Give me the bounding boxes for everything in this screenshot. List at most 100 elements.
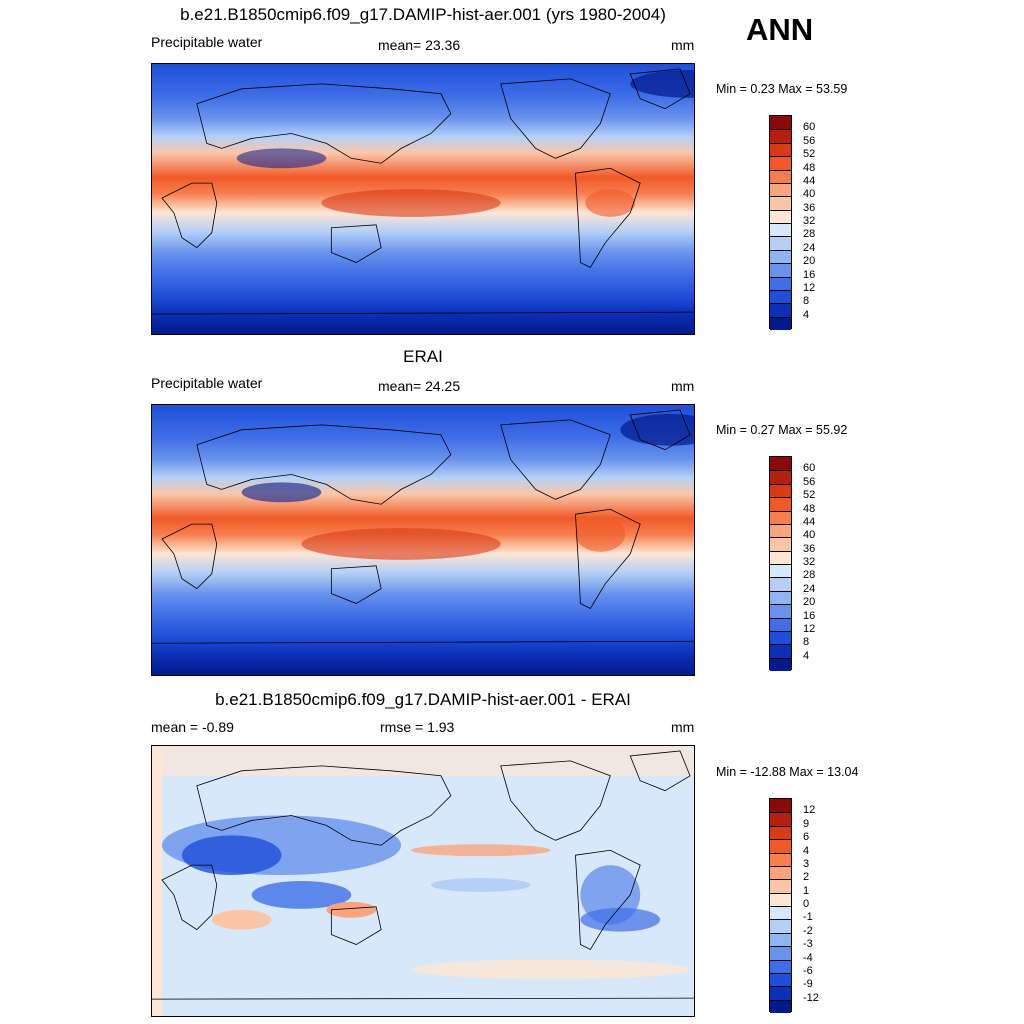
panel3-mean-label: mean = -0.89 [151,719,234,735]
colorbar-segment [770,825,791,840]
colorbar-segment [770,470,791,484]
colorbar-tick-label: 2 [803,871,810,884]
colorbar-segment [770,457,791,471]
colorbar-tick-label: 56 [803,475,816,488]
panel1-units: mm [671,37,695,53]
colorbar-tick-label: 24 [803,241,816,254]
colorbar-tick-label: 12 [803,281,816,294]
colorbar-segment [770,550,791,564]
colorbar-tick-label: 48 [803,502,816,515]
colorbar-tick-label: 52 [803,148,816,161]
colorbar-segment [770,919,791,933]
colorbar-tick-label: 12 [803,622,816,635]
colorbar-tick-label: 52 [803,489,816,502]
colorbar-tick-label: 1 [803,884,810,897]
colorbar-segment [770,879,791,893]
colorbar-segment [770,537,791,551]
colorbar-tick-label: 40 [803,529,816,542]
colorbar-tick-label: -12 [803,991,819,1004]
colorbar-segment [770,564,791,578]
colorbar-segment [770,906,791,920]
panel2-variable-label: Precipitable water [151,375,263,391]
colorbar-tick-label: 9 [803,817,810,830]
colorbar-segment [770,812,791,826]
colorbar-segment [770,169,791,183]
colorbar-tick-label: 56 [803,134,816,147]
panel1-colorbar [769,115,792,330]
colorbar-segment [770,852,791,866]
panel1-minmax: Min = 0.23 Max = 53.59 [716,82,848,96]
colorbar-segment [770,932,791,947]
colorbar-segment [770,630,791,645]
colorbar-segment [770,276,791,290]
colorbar-segment [770,839,791,853]
colorbar-segment [770,116,791,130]
colorbar-segment [770,303,791,317]
panel3-colorbar [769,798,792,1013]
colorbar-segment [770,657,791,671]
panel2-mean-label: mean= 24.25 [378,378,461,394]
colorbar-segment [770,129,791,143]
colorbar-segment [770,223,791,237]
colorbar-tick-label: 3 [803,857,810,870]
colorbar-segment [770,644,791,658]
colorbar-tick-label: 44 [803,515,816,528]
panel1-mean-label: mean= 23.36 [378,37,461,53]
colorbar-tick-label: 20 [803,596,816,609]
colorbar-tick-label: 28 [803,569,816,582]
panel2-units: mm [671,378,695,394]
colorbar-tick-label: 0 [803,898,810,910]
colorbar-tick-label: 16 [803,609,816,622]
colorbar-tick-label: 60 [803,121,816,134]
panel1-title: b.e21.B1850cmip6.f09_g17.DAMIP-hist-aer.… [180,5,666,24]
panel1-map [151,63,695,335]
colorbar-tick-label: 12 [803,804,816,817]
colorbar-segment [770,249,791,264]
colorbar-tick-label: 6 [803,831,810,844]
colorbar-segment [770,289,791,304]
panel3-title: b.e21.B1850cmip6.f09_g17.DAMIP-hist-aer.… [215,690,631,709]
panel2-map [151,404,695,676]
colorbar-segment [770,865,791,880]
colorbar-tick-label: -9 [803,978,813,991]
colorbar-segment [770,209,791,223]
colorbar-segment [770,263,791,277]
colorbar-segment [770,523,791,538]
colorbar-segment [770,999,791,1013]
colorbar-segment [770,892,791,906]
colorbar-tick-label: 32 [803,215,816,227]
panel3-rmse-label: rmse = 1.93 [380,719,455,735]
colorbar-segment [770,156,791,170]
colorbar-tick-label: -2 [803,924,813,937]
colorbar-segment [770,483,791,498]
colorbar-tick-label: 60 [803,462,816,475]
colorbar-tick-label: 48 [803,161,816,174]
colorbar-segment [770,986,791,1000]
colorbar-tick-label: 8 [803,636,810,649]
colorbar-tick-label: 4 [803,649,810,662]
colorbar-segment [770,946,791,960]
colorbar-tick-label: 40 [803,188,816,201]
panel2-minmax: Min = 0.27 Max = 55.92 [716,423,848,437]
colorbar-tick-label: -6 [803,964,813,977]
colorbar-tick-label: 16 [803,268,816,281]
colorbar-segment [770,182,791,197]
colorbar-segment [770,604,791,618]
colorbar-tick-label: 32 [803,556,816,568]
colorbar-segment [770,799,791,813]
colorbar-segment [770,497,791,511]
colorbar-segment [770,972,791,987]
panel3-minmax: Min = -12.88 Max = 13.04 [716,765,859,779]
panel2-title: ERAI [403,347,443,366]
colorbar-segment [770,617,791,631]
colorbar-tick-label: 36 [803,542,816,555]
colorbar-tick-label: -4 [803,951,813,964]
colorbar-tick-label: -1 [803,911,813,924]
colorbar-tick-label: 36 [803,201,816,214]
colorbar-segment [770,959,791,973]
panel1-variable-label: Precipitable water [151,34,263,50]
colorbar-tick-label: 20 [803,255,816,268]
colorbar-segment [770,236,791,250]
panel3-units: mm [671,719,695,735]
colorbar-segment [770,590,791,605]
